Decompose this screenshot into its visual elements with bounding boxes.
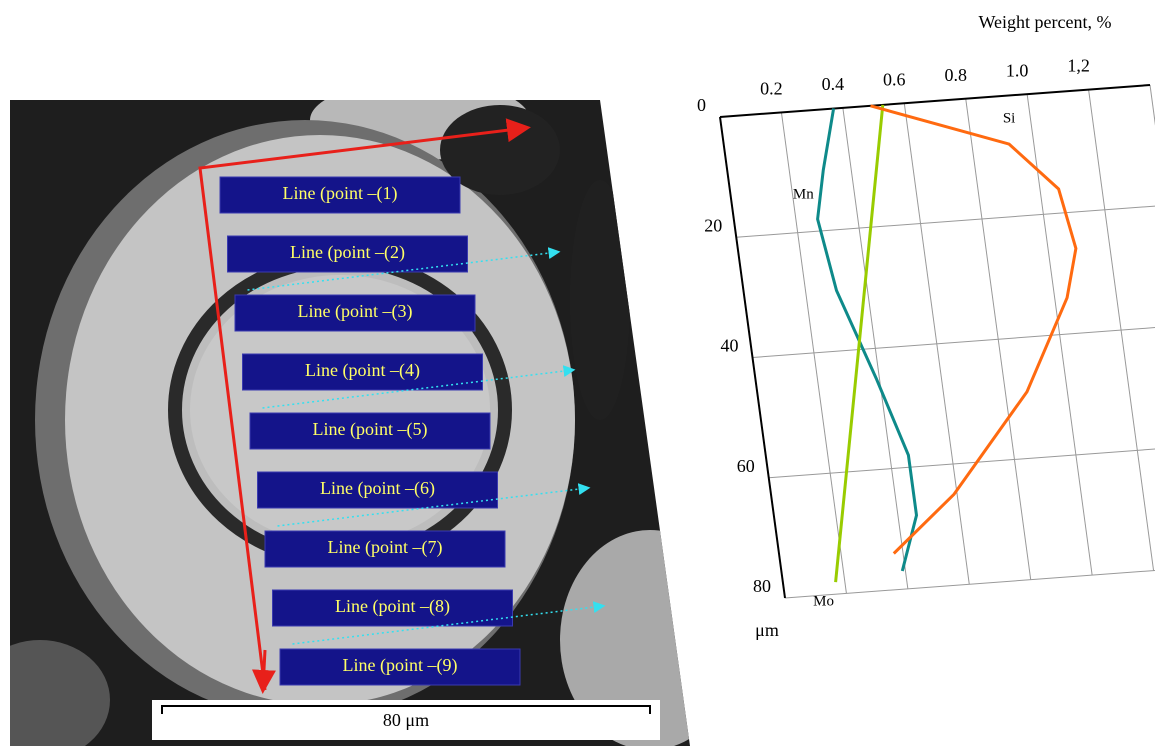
x-axis-title: Weight percent, %: [979, 12, 1112, 32]
scan-arrow-head: [263, 650, 265, 688]
x-tick-label: 0.6: [883, 69, 906, 89]
scale-bar-label: 80 μm: [383, 710, 429, 730]
figure: Line (point –(1) Line (point –(2) Line (po…: [0, 0, 1155, 746]
label-text: Line (point –(2): [290, 242, 405, 263]
x-tick-label: 0.2: [760, 79, 783, 99]
label-text: Line (point –(9): [343, 655, 458, 676]
x-axis: [720, 85, 1150, 117]
x-tick-label: 0.4: [822, 74, 845, 94]
y-tick-label: 20: [704, 215, 722, 235]
label-text: Line (point –(7): [328, 537, 443, 558]
y-axis-title: μm: [755, 620, 779, 640]
grid-line: [785, 566, 1155, 598]
y-axis: [720, 117, 785, 598]
y-tick-label: 0: [697, 95, 706, 115]
series-label: Mn: [793, 186, 814, 202]
series-label: Mo: [813, 594, 834, 610]
x-tick-label: 1.0: [1006, 60, 1029, 80]
y-tick-label: 60: [737, 456, 755, 476]
series-line: [818, 109, 917, 572]
chart: 0.2 0.4 0.6 0.8 1.0 1,2 0 20 40 60 80 Weight percen…: [697, 12, 1155, 640]
y-tick-label: 80: [753, 576, 771, 596]
label-text: Line (point –(1): [283, 183, 398, 204]
label-text: Line (point –(3): [298, 301, 413, 322]
y-tick-label: 40: [721, 336, 739, 356]
series-line: [871, 106, 1076, 554]
label-text: Line (point –(8): [335, 596, 450, 617]
series-line: [836, 105, 883, 582]
label-text: Line (point –(5): [313, 419, 428, 440]
plot-border: [1150, 85, 1155, 566]
x-tick-label: 1,2: [1067, 56, 1090, 76]
label-text: Line (point –(4): [305, 360, 420, 381]
series-label: Si: [1003, 111, 1016, 127]
label-text: Line (point –(6): [320, 478, 435, 499]
x-tick-label: 0.8: [944, 65, 967, 85]
grid-line: [736, 205, 1155, 237]
